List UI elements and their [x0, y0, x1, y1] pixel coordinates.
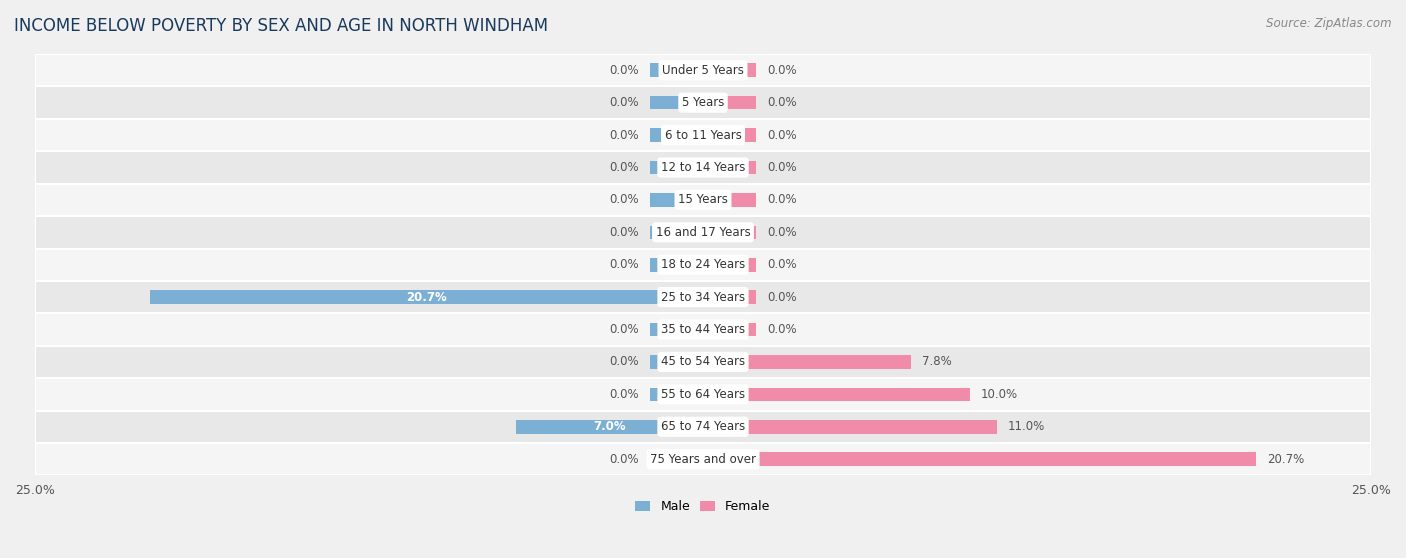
Bar [703, 420, 997, 434]
Text: INCOME BELOW POVERTY BY SEX AND AGE IN NORTH WINDHAM: INCOME BELOW POVERTY BY SEX AND AGE IN N… [14, 17, 548, 35]
Bar [703, 193, 756, 206]
Bar [650, 96, 703, 109]
Text: 35 to 44 Years: 35 to 44 Years [661, 323, 745, 336]
Bar [35, 346, 1371, 378]
Bar [35, 54, 1371, 86]
Bar [703, 225, 756, 239]
Text: 20.7%: 20.7% [406, 291, 447, 304]
Bar [650, 128, 703, 142]
Bar [703, 96, 756, 109]
Text: 45 to 54 Years: 45 to 54 Years [661, 355, 745, 368]
Text: 0.0%: 0.0% [768, 64, 797, 77]
Text: 65 to 74 Years: 65 to 74 Years [661, 420, 745, 433]
Bar [650, 161, 703, 174]
Text: 0.0%: 0.0% [768, 291, 797, 304]
Bar [650, 258, 703, 272]
Bar [703, 453, 1256, 466]
Bar [703, 161, 756, 174]
Text: 0.0%: 0.0% [768, 161, 797, 174]
Text: Source: ZipAtlas.com: Source: ZipAtlas.com [1267, 17, 1392, 30]
Text: 0.0%: 0.0% [768, 96, 797, 109]
Text: 55 to 64 Years: 55 to 64 Years [661, 388, 745, 401]
Text: 0.0%: 0.0% [609, 453, 638, 466]
Text: 75 Years and over: 75 Years and over [650, 453, 756, 466]
Bar [35, 443, 1371, 475]
Bar [703, 355, 911, 369]
Text: 0.0%: 0.0% [609, 226, 638, 239]
Bar [703, 290, 756, 304]
Text: 6 to 11 Years: 6 to 11 Years [665, 128, 741, 142]
Text: 0.0%: 0.0% [768, 258, 797, 271]
Text: Under 5 Years: Under 5 Years [662, 64, 744, 77]
Text: 0.0%: 0.0% [768, 323, 797, 336]
Bar [703, 388, 970, 401]
Text: 0.0%: 0.0% [609, 128, 638, 142]
Bar [35, 281, 1371, 314]
Text: 20.7%: 20.7% [1267, 453, 1305, 466]
Bar [703, 323, 756, 336]
Text: 5 Years: 5 Years [682, 96, 724, 109]
Bar [650, 355, 703, 369]
Text: 11.0%: 11.0% [1008, 420, 1045, 433]
Bar [650, 225, 703, 239]
Text: 0.0%: 0.0% [609, 194, 638, 206]
Text: 0.0%: 0.0% [609, 258, 638, 271]
Text: 0.0%: 0.0% [609, 355, 638, 368]
Text: 0.0%: 0.0% [768, 226, 797, 239]
Legend: Male, Female: Male, Female [630, 494, 776, 519]
Bar [703, 258, 756, 272]
Bar [650, 64, 703, 77]
Text: 18 to 24 Years: 18 to 24 Years [661, 258, 745, 271]
Text: 0.0%: 0.0% [609, 64, 638, 77]
Text: 15 Years: 15 Years [678, 194, 728, 206]
Bar [35, 86, 1371, 119]
Text: 0.0%: 0.0% [609, 388, 638, 401]
Bar [150, 290, 703, 304]
Text: 0.0%: 0.0% [609, 96, 638, 109]
Text: 7.8%: 7.8% [922, 355, 952, 368]
Text: 0.0%: 0.0% [768, 194, 797, 206]
Bar [35, 119, 1371, 151]
Bar [516, 420, 703, 434]
Text: 10.0%: 10.0% [981, 388, 1018, 401]
Bar [35, 314, 1371, 346]
Text: 12 to 14 Years: 12 to 14 Years [661, 161, 745, 174]
Bar [650, 323, 703, 336]
Bar [35, 248, 1371, 281]
Bar [703, 64, 756, 77]
Text: 7.0%: 7.0% [593, 420, 626, 433]
Bar [35, 411, 1371, 443]
Bar [35, 216, 1371, 248]
Text: 0.0%: 0.0% [768, 128, 797, 142]
Text: 25 to 34 Years: 25 to 34 Years [661, 291, 745, 304]
Text: 0.0%: 0.0% [609, 161, 638, 174]
Bar [35, 151, 1371, 184]
Bar [650, 388, 703, 401]
Text: 16 and 17 Years: 16 and 17 Years [655, 226, 751, 239]
Bar [35, 378, 1371, 411]
Bar [650, 193, 703, 206]
Bar [703, 128, 756, 142]
Bar [650, 453, 703, 466]
Bar [35, 184, 1371, 216]
Text: 0.0%: 0.0% [609, 323, 638, 336]
